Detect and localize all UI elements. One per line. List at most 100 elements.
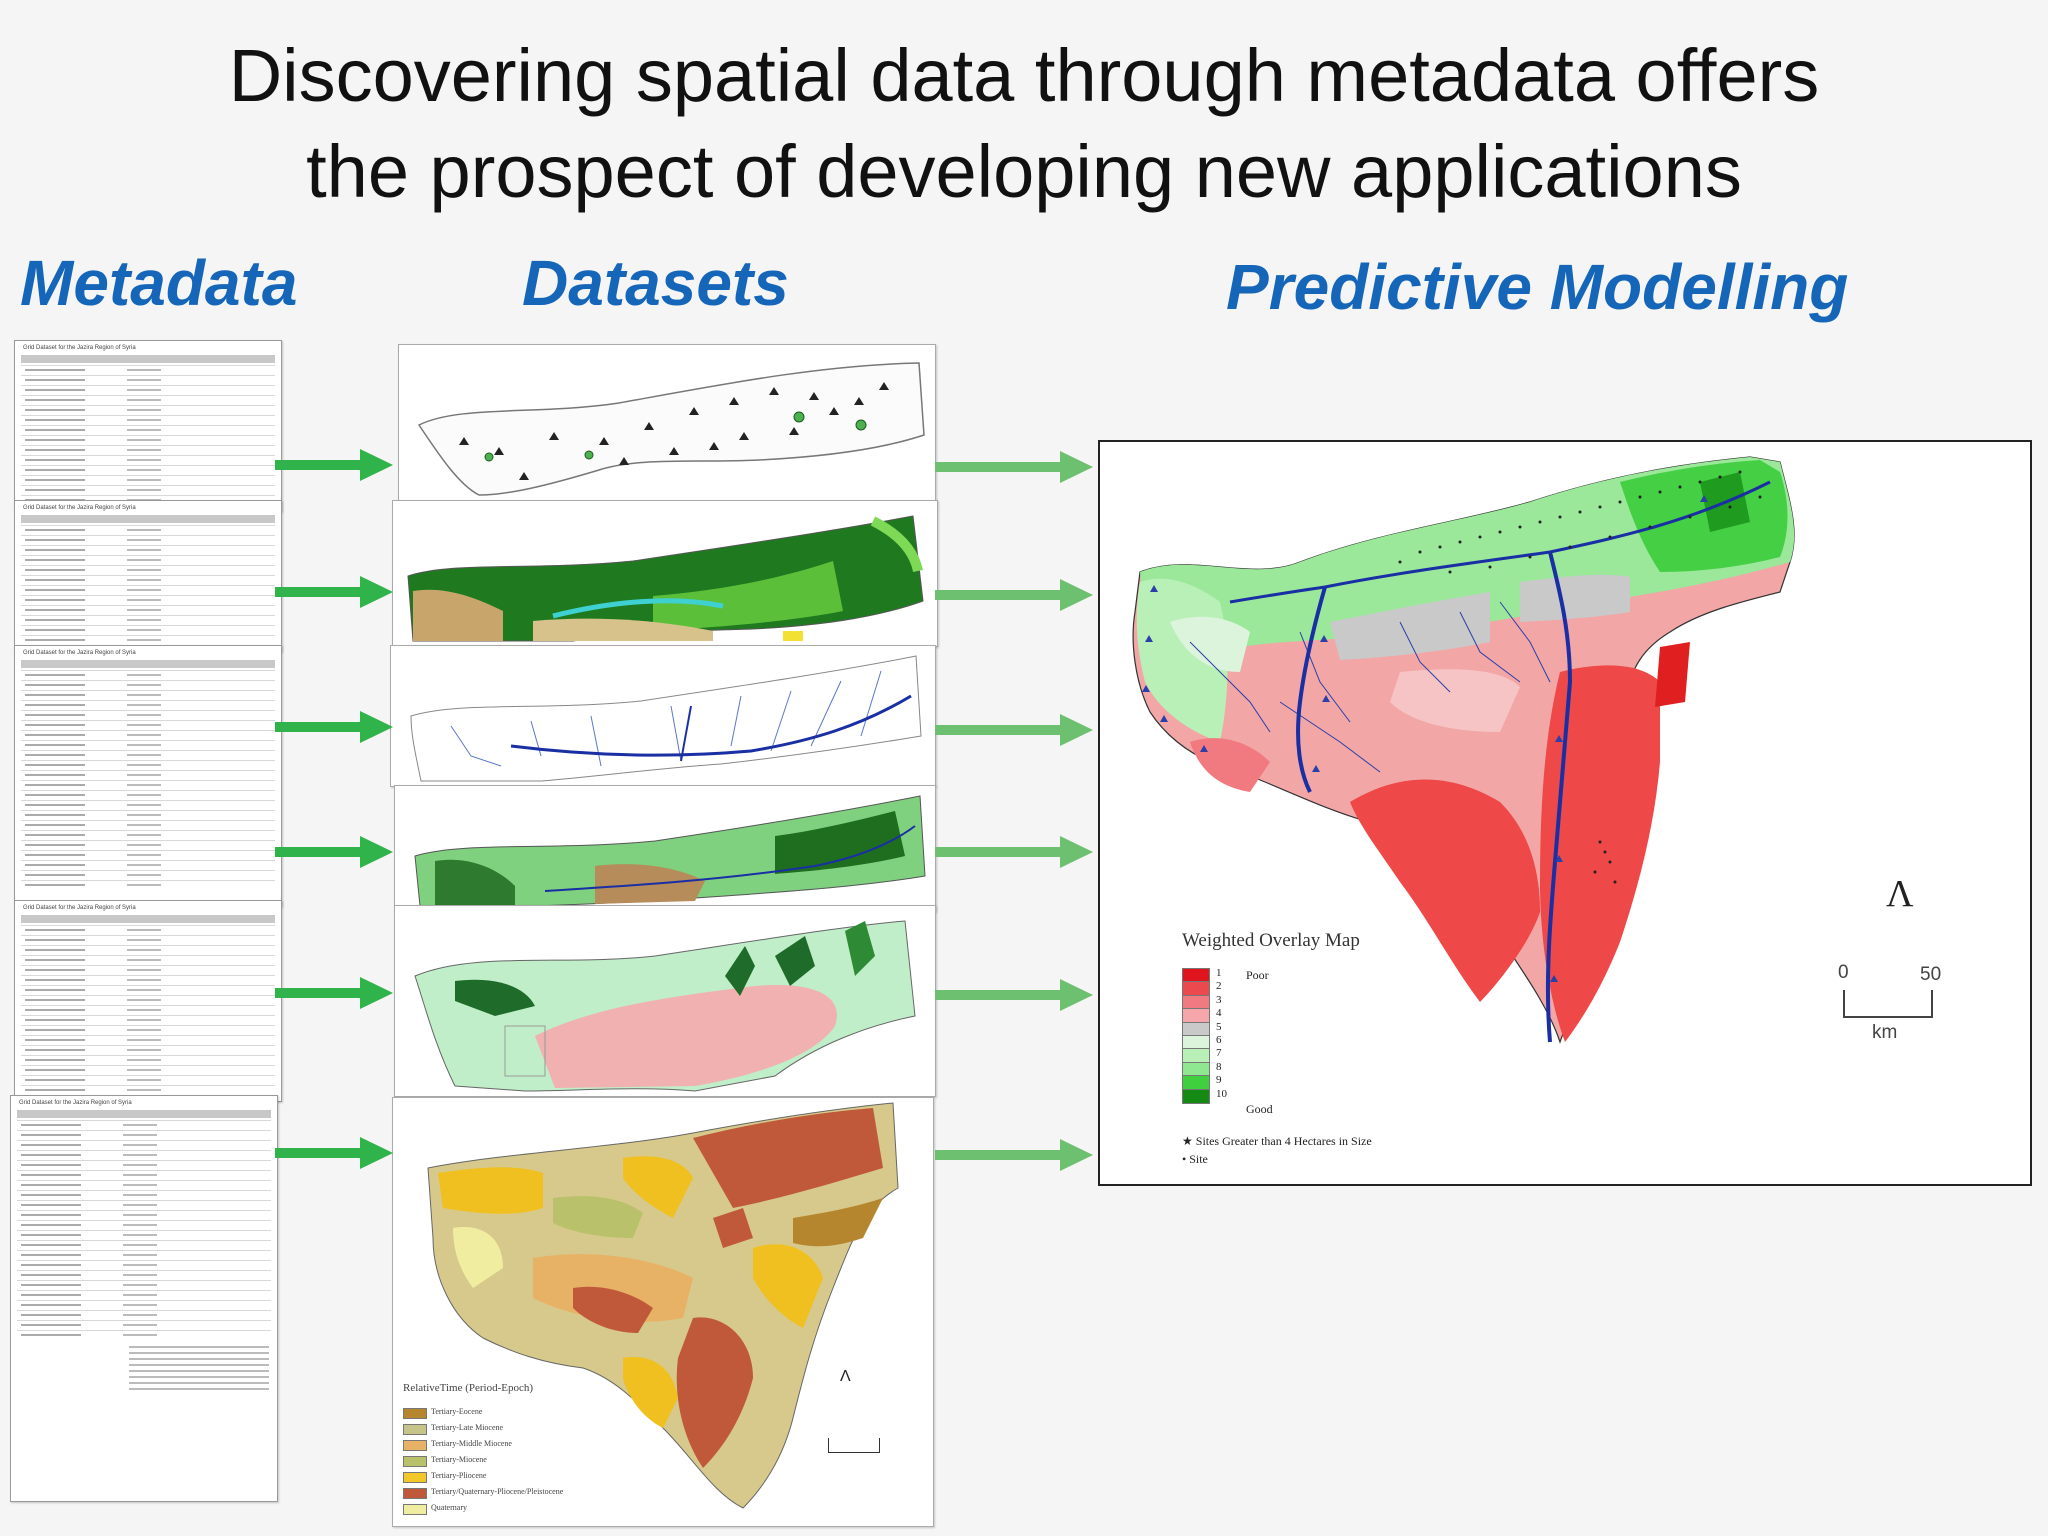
metadata-record-1: Grid Dataset for the Jazira Region of Sy… xyxy=(14,340,282,512)
arrow-metadata-to-soils xyxy=(275,977,393,1009)
geology-legend-label: Tertiary-Middle Miocene xyxy=(431,1439,512,1448)
metadata-heading: Metadata xyxy=(20,247,298,319)
geology-legend-label: Quaternary xyxy=(431,1503,467,1512)
metadata-table-row xyxy=(21,555,275,565)
slide-title-line2: the prospect of developing new applicati… xyxy=(306,130,1742,213)
scale-bar xyxy=(828,1438,880,1453)
predictive-modelling-heading: Predictive Modelling xyxy=(1226,251,1849,323)
metadata-table-row xyxy=(17,1250,271,1260)
metadata-table-row xyxy=(21,625,275,635)
metadata-record-title: Grid Dataset for the Jazira Region of Sy… xyxy=(19,1100,132,1106)
metadata-table-row xyxy=(17,1210,271,1220)
metadata-table-row xyxy=(21,395,275,405)
legend-class-value: 7 xyxy=(1216,1047,1222,1060)
metadata-table-row xyxy=(21,575,275,585)
arrow-metadata-to-vegetation xyxy=(275,836,393,868)
metadata-table-row xyxy=(21,965,275,975)
metadata-record-title: Grid Dataset for the Jazira Region of Sy… xyxy=(23,650,136,656)
geology-legend-swatch xyxy=(403,1504,427,1515)
metadata-table-row xyxy=(21,465,275,475)
legend-good-label: Good xyxy=(1246,1102,1273,1116)
metadata-table-row xyxy=(17,1160,271,1170)
metadata-table-row xyxy=(21,1045,275,1055)
geology-legend-swatch xyxy=(403,1408,427,1419)
dataset-landcover-map xyxy=(392,500,938,647)
arrow-metadata-to-sites xyxy=(275,449,393,481)
metadata-table-row xyxy=(21,565,275,575)
geology-legend-label: Tertiary-Late Miocene xyxy=(431,1423,504,1432)
legend-class-value: 2 xyxy=(1216,980,1222,993)
metadata-record-3: Grid Dataset for the Jazira Region of Sy… xyxy=(14,645,282,907)
metadata-table-row xyxy=(17,1180,271,1190)
slide-title: Discovering spatial data through metadat… xyxy=(0,28,2048,220)
scale-bar xyxy=(1843,990,1933,1018)
metadata-record-title: Grid Dataset for the Jazira Region of Sy… xyxy=(23,345,136,351)
metadata-table-row xyxy=(21,925,275,935)
metadata-table-row xyxy=(17,1290,271,1300)
geology-legend-swatch xyxy=(403,1440,427,1451)
metadata-table-header xyxy=(21,515,275,523)
metadata-table-header xyxy=(21,915,275,923)
dataset-sites-map xyxy=(398,344,936,506)
metadata-table-row xyxy=(21,435,275,445)
metadata-table-row xyxy=(17,1170,271,1180)
metadata-table-row xyxy=(21,955,275,965)
metadata-table-row xyxy=(21,870,275,880)
metadata-table-row xyxy=(21,830,275,840)
scale-unit: km xyxy=(1872,1022,1898,1043)
metadata-table-row xyxy=(21,485,275,495)
metadata-table-row xyxy=(21,670,275,680)
metadata-table-row xyxy=(21,525,275,535)
metadata-table-row xyxy=(21,690,275,700)
legend-class-value: 4 xyxy=(1216,1007,1222,1020)
dataset-hydrology-map xyxy=(390,645,936,787)
metadata-table-row xyxy=(21,680,275,690)
metadata-table-row xyxy=(21,425,275,435)
metadata-table-row xyxy=(21,720,275,730)
legend-class-value: 8 xyxy=(1216,1060,1222,1073)
metadata-table-row xyxy=(17,1280,271,1290)
arrow-sites-to-model xyxy=(935,451,1093,483)
dataset-vegetation-map xyxy=(394,785,936,912)
metadata-record-5: Grid Dataset for the Jazira Region of Sy… xyxy=(10,1095,278,1502)
metadata-record-4: Grid Dataset for the Jazira Region of Sy… xyxy=(14,900,282,1102)
metadata-table-header xyxy=(21,355,275,363)
metadata-table-row xyxy=(21,635,275,645)
legend-sites-label: Site xyxy=(1189,1152,1208,1166)
arrow-landcover-to-model xyxy=(935,579,1093,611)
legend-large-sites-label: Sites Greater than 4 Hectares in Size xyxy=(1195,1134,1372,1148)
metadata-table-row xyxy=(21,730,275,740)
metadata-table-row xyxy=(17,1200,271,1210)
geology-legend-label: Tertiary-Eocene xyxy=(431,1407,483,1416)
metadata-table-row xyxy=(21,595,275,605)
metadata-table-row xyxy=(21,820,275,830)
metadata-table-row xyxy=(21,1075,275,1085)
metadata-table-row xyxy=(21,790,275,800)
metadata-table-row xyxy=(21,710,275,720)
slide-title-line1: Discovering spatial data through metadat… xyxy=(228,34,1820,117)
legend-poor-label: Poor xyxy=(1246,968,1269,982)
metadata-table-row xyxy=(21,945,275,955)
metadata-table-row xyxy=(21,415,275,425)
legend-class-value: 10 xyxy=(1216,1087,1227,1100)
metadata-table-row xyxy=(21,455,275,465)
legend-large-sites: ★ Sites Greater than 4 Hectares in Size xyxy=(1182,1134,1372,1148)
metadata-table-row xyxy=(21,1035,275,1045)
metadata-table-row xyxy=(21,535,275,545)
legend-class-value: 1 xyxy=(1216,967,1222,979)
legend-class-value: 6 xyxy=(1216,1034,1222,1046)
overlay-legend-title: Weighted Overlay Map xyxy=(1182,930,1360,951)
metadata-table-row xyxy=(17,1240,271,1250)
arrow-metadata-to-hydrology xyxy=(275,711,393,743)
metadata-table-row xyxy=(17,1260,271,1270)
metadata-table-row xyxy=(21,585,275,595)
metadata-table-row xyxy=(21,750,275,760)
arrow-metadata-to-geology xyxy=(275,1137,393,1169)
metadata-table-row xyxy=(17,1140,271,1150)
metadata-table-row xyxy=(21,615,275,625)
legend-class-value: 5 xyxy=(1216,1020,1222,1033)
geology-legend-title: RelativeTime (Period-Epoch) xyxy=(403,1382,534,1394)
metadata-table-header xyxy=(21,660,275,668)
metadata-table-row xyxy=(21,1055,275,1065)
geology-legend-swatch xyxy=(403,1424,427,1435)
